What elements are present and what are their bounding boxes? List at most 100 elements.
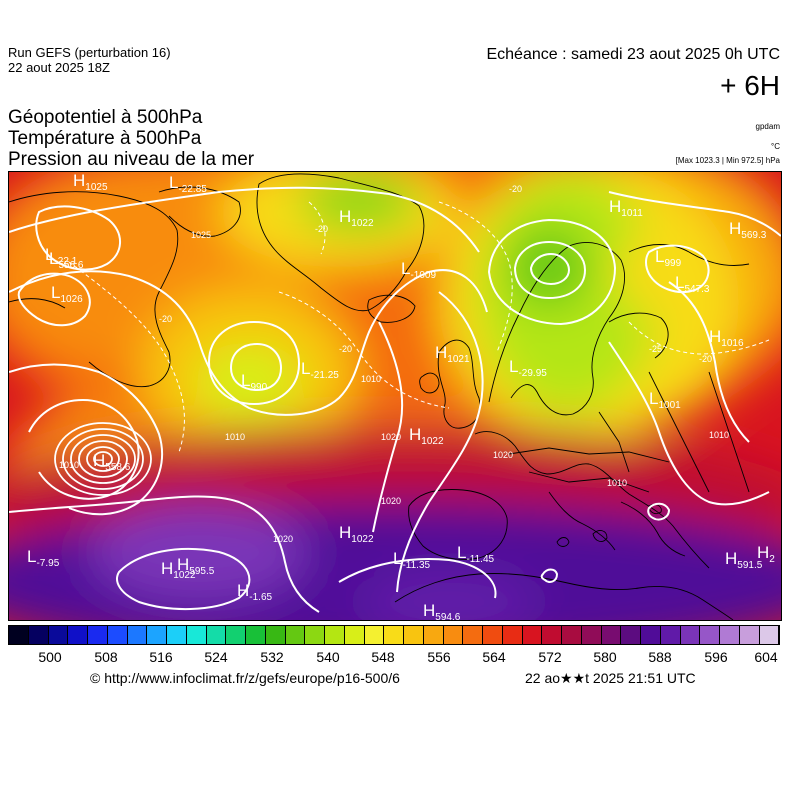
pressure-system-label: L547.3 [675, 273, 710, 295]
isobar-1010-east [608, 341, 770, 506]
border-lines [508, 371, 750, 493]
pressure-system-label: H1021 [435, 343, 470, 365]
isotherm-5 [308, 201, 326, 255]
colorbar-swatch [9, 626, 29, 644]
pressure-system-label: L990 [241, 371, 268, 393]
isotherm-value-label: -20 [699, 354, 712, 364]
colorbar-swatch [384, 626, 404, 644]
greenland-coast [256, 173, 425, 312]
isobar-1020-south [9, 495, 320, 613]
isobars [9, 186, 781, 613]
isobar-1000-greenland-low [229, 342, 283, 392]
isotherms [68, 201, 770, 453]
colorbar-swatch [680, 626, 701, 644]
scandinavia-coast [488, 242, 626, 416]
pressure-system-label: H1011 [609, 197, 643, 219]
isobar-value-label: 1025 [191, 230, 211, 240]
field-green-low [194, 342, 304, 422]
isobar-scandinavia-low-inner [513, 240, 587, 300]
run-date: 22 aout 2025 18Z [8, 60, 110, 75]
isobar-scandinavia-low-outer [487, 218, 617, 326]
colorbar-swatch [443, 626, 464, 644]
isobar-1010-east-2 [668, 281, 750, 443]
unit-geopotential: gpdam [755, 122, 780, 131]
isobar-1010-atlantic [28, 398, 140, 500]
forecast-valid-time: Echéance : samedi 23 aout 2025 0h UTC [486, 46, 780, 63]
colorbar-swatch [285, 626, 306, 644]
colorbar-swatch [404, 626, 424, 644]
colorbar-tick-label: 604 [754, 649, 778, 665]
pressure-system-label: H569.3 [729, 219, 767, 241]
colorbar-swatch [127, 626, 148, 644]
isobar-1020-central [338, 557, 497, 599]
colorbar-swatch [364, 626, 385, 644]
colorbar-swatch [167, 626, 187, 644]
iberia-coast [408, 489, 508, 560]
colorbar-swatch [344, 626, 365, 644]
pressure-system-label: H-1.65 [237, 581, 273, 603]
colorbar-swatch [186, 626, 207, 644]
colorbar-swatch [305, 626, 325, 644]
isobar-west-1 [35, 205, 121, 271]
isobar-west-2 [17, 272, 91, 327]
pressure-range: [Max 1023.3 | Min 972.5] hPa [675, 156, 780, 165]
forecast-map: H1025 L-22.85 H1022 H1011 H569.3 L999 L547.3 L5… [8, 171, 782, 621]
isotherm-4 [628, 321, 770, 355]
colorbar-swatch [246, 626, 266, 644]
colorbar-swatch [226, 626, 246, 644]
colorbar-swatch [581, 626, 602, 644]
colorbar-swatch [88, 626, 108, 644]
colorbar-tick-label: 508 [94, 649, 118, 665]
colorbar-swatch [107, 626, 128, 644]
pressure-system-label: L-29.95 [509, 357, 547, 379]
isobar-1010-north [9, 269, 488, 416]
isobar-south-closed [647, 502, 671, 521]
isobar-value-label: 1020 [493, 450, 513, 460]
isobar-1010-europe [396, 291, 484, 593]
colorbar-swatch [147, 626, 167, 644]
colorbar-tick-label: 580 [593, 649, 617, 665]
isotherm-value-label: -20 [509, 184, 522, 194]
pressure-system-label: H1016 [709, 327, 744, 349]
canada-coast [9, 191, 179, 388]
isotherm-value-label: -25 [649, 344, 662, 354]
generated-time: 22 ao★★t 2025 21:51 UTC [525, 670, 696, 686]
isotherm-2 [278, 291, 450, 409]
colorbar-swatch [483, 626, 503, 644]
pressure-system-label: L-22.85 [169, 173, 207, 195]
isotherm-3 [438, 201, 513, 353]
finland-russia-coast [608, 244, 750, 359]
pressure-system-label: L-21.25 [301, 359, 339, 381]
colorbar-ticks: 500 508 516 524 532 540 548 556 564 572 580 588 596 6… [8, 649, 780, 667]
colorbar-swatch [463, 626, 483, 644]
geopotential-field [9, 172, 781, 620]
isobar-value-label: 1010 [607, 478, 627, 488]
pressure-system-label: H1022 [339, 207, 374, 229]
colorbar-swatch [562, 626, 582, 644]
colorbar-swatch [641, 626, 661, 644]
colorbar [8, 625, 780, 645]
isobar-1020-azores [116, 547, 251, 611]
field-violet-sahara [359, 567, 539, 620]
pressure-system-label: L-11.45 [457, 543, 495, 565]
title-geopotential: Géopotentiel à 500hPa [8, 107, 203, 128]
colorbar-swatch [28, 626, 49, 644]
europe-coast [474, 431, 710, 569]
isobar-north-africa-small [540, 568, 559, 583]
colorbar-swatch [423, 626, 444, 644]
field-yellow-russia [614, 227, 724, 317]
cyclone-ring-2 [62, 428, 144, 490]
isobar-northeast [608, 191, 781, 237]
africa-coast [394, 573, 734, 620]
title-pressure: Pression au niveau de la mer [8, 149, 255, 170]
pressure-system-label: L-1009 [401, 259, 436, 281]
pressure-system-label: H1022 [339, 523, 374, 545]
isobar-1020-atlantic [9, 363, 164, 516]
colorbar-swatch [206, 626, 227, 644]
cyclone-ring-1 [54, 422, 152, 496]
colorbar-tick-label: 564 [482, 649, 506, 665]
colorbar-swatch [265, 626, 286, 644]
map-canvas: H1025 L-22.85 H1022 H1011 H569.3 L999 L547.3 L5… [9, 172, 781, 620]
colorbar-swatch [759, 626, 780, 644]
colorbar-tick-label: 524 [204, 649, 228, 665]
